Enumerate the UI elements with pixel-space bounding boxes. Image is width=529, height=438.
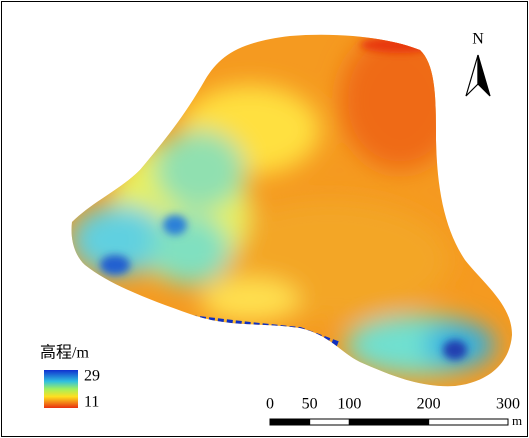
scale-unit: m: [512, 413, 522, 428]
scale-segment: [270, 419, 310, 425]
page: N 高程/m 29 11 050100200300m (() => { cons…: [0, 0, 529, 438]
legend: 高程/m 29 11: [40, 344, 100, 411]
legend-min: 11: [84, 394, 99, 411]
scale-segment: [310, 419, 350, 425]
legend-max: 29: [84, 368, 100, 385]
scale-tick-label: 50: [302, 396, 318, 413]
legend-color-bar: [44, 370, 78, 408]
scale-segment: [349, 419, 428, 425]
scale-tick-label: 0: [266, 396, 274, 413]
elevation-map: [60, 30, 520, 400]
north-label: N: [472, 31, 484, 48]
map-figure: N 高程/m 29 11 0 50 100 200 300m: [0, 0, 529, 438]
north-arrow: N: [466, 31, 490, 96]
scale-tick-label: 100: [337, 396, 361, 413]
scale-tick-label: 200: [417, 396, 441, 413]
legend-title: 高程/m: [40, 344, 89, 362]
scale-tick-label: 300: [496, 396, 520, 413]
scale-segment: [429, 419, 508, 425]
